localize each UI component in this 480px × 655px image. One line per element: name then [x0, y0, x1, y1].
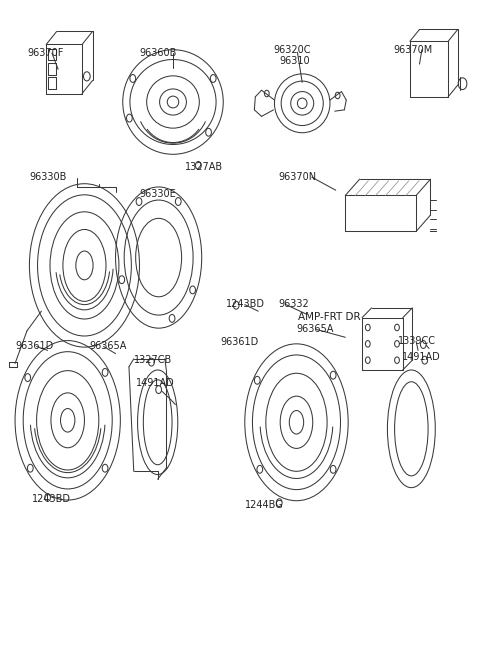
Text: 1327CB: 1327CB	[134, 355, 172, 365]
Text: 96365A: 96365A	[296, 324, 334, 334]
Text: 96330B: 96330B	[29, 172, 67, 182]
Text: 1327AB: 1327AB	[185, 162, 223, 172]
Text: AMP-FRT DR: AMP-FRT DR	[299, 312, 361, 322]
Text: 96370F: 96370F	[27, 48, 63, 58]
Text: 1243BD: 1243BD	[32, 494, 71, 504]
Text: 96330E: 96330E	[140, 189, 176, 198]
Text: 96360B: 96360B	[140, 48, 177, 58]
Text: 96320C: 96320C	[274, 45, 311, 55]
Text: 96361D: 96361D	[15, 341, 53, 351]
Text: 96332: 96332	[278, 299, 309, 309]
Text: 96370N: 96370N	[278, 172, 316, 182]
Text: 1243BD: 1243BD	[226, 299, 264, 309]
Text: 1491AD: 1491AD	[402, 352, 441, 362]
Text: 96310: 96310	[280, 56, 311, 66]
Text: 1244BG: 1244BG	[245, 500, 284, 510]
Text: 96370M: 96370M	[393, 45, 432, 55]
Text: 1491AD: 1491AD	[136, 378, 174, 388]
Text: 96365A: 96365A	[89, 341, 127, 351]
Text: 96361D: 96361D	[220, 337, 259, 347]
Text: 1339CC: 1339CC	[398, 335, 436, 346]
